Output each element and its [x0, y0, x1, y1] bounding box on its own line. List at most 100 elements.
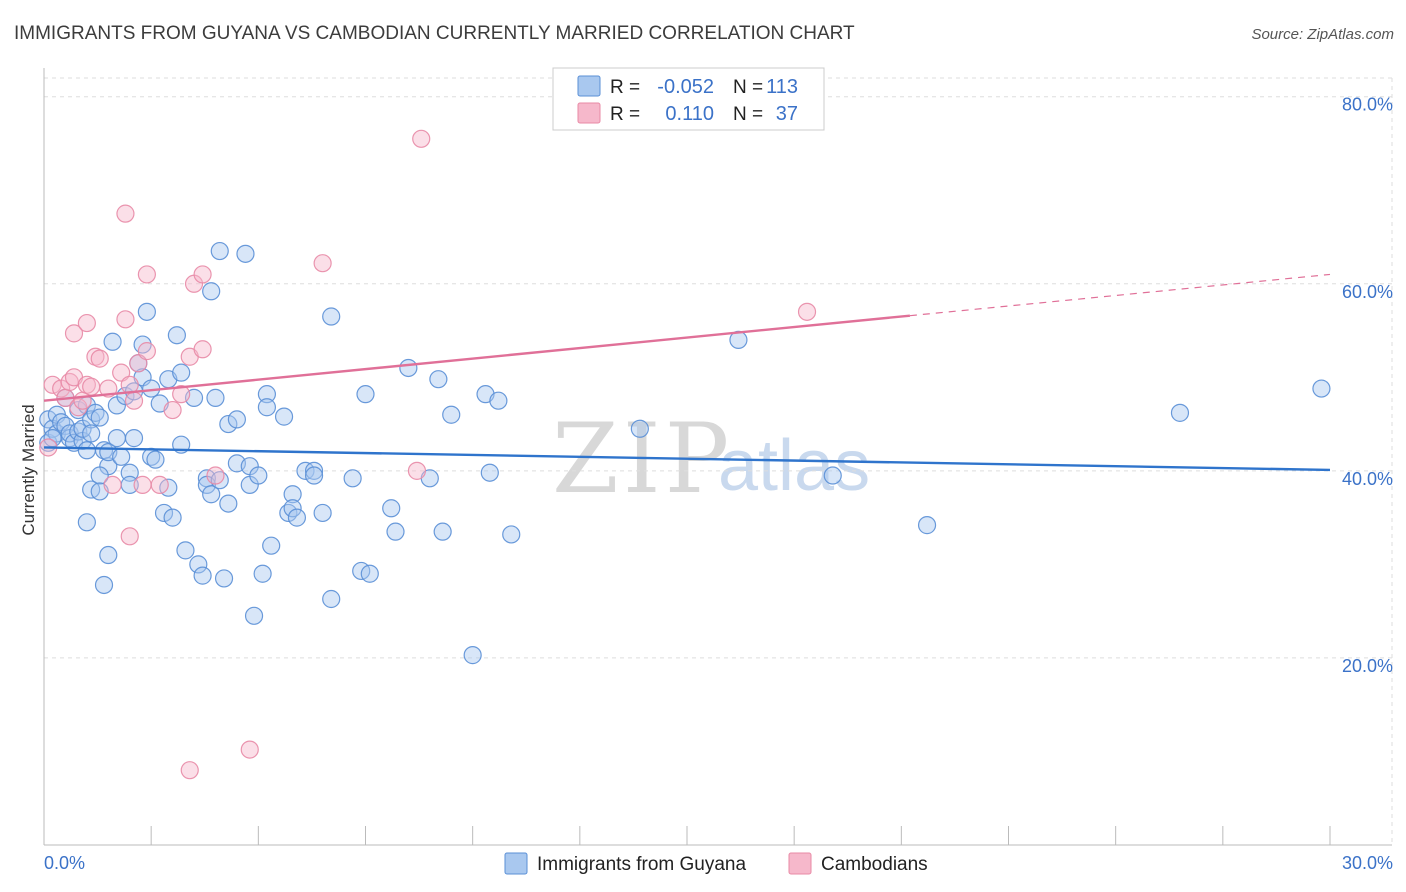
data-point [489, 391, 508, 410]
data-point [172, 363, 191, 382]
data-point [167, 326, 186, 345]
data-point [103, 332, 122, 351]
data-point [193, 265, 212, 284]
axis-layer: 20.0% 40.0% 60.0% 80.0% 0.0% 30.0% [43, 68, 1393, 873]
data-point [287, 508, 307, 527]
data-point [154, 503, 174, 523]
y-tick-label: 80.0% [1342, 95, 1393, 115]
data-point [257, 398, 277, 417]
data-point [343, 469, 362, 488]
data-point [630, 419, 649, 438]
data-point [193, 566, 212, 585]
stats-legend-swatch-guyana [577, 75, 601, 97]
data-point [116, 310, 135, 329]
data-point [283, 499, 302, 518]
data-point [463, 646, 482, 665]
data-point [823, 466, 842, 485]
data-point [206, 388, 225, 407]
data-point [274, 407, 294, 426]
data-point [180, 761, 199, 780]
data-point [103, 475, 122, 494]
data-point [77, 441, 96, 460]
data-point [124, 391, 144, 410]
data-point [94, 575, 114, 595]
series-legend-label-cambodians: Cambodians [821, 854, 928, 875]
data-point [304, 461, 324, 480]
x-tick-label-end: 30.0% [1342, 853, 1393, 873]
data-point [412, 129, 431, 148]
chart-title: IMMIGRANTS FROM GUYANA VS CAMBODIAN CURR… [14, 23, 855, 44]
data-point [227, 410, 246, 429]
data-point [429, 370, 448, 389]
data-point [90, 349, 109, 368]
data-point [1170, 403, 1190, 422]
y-tick-label: 40.0% [1342, 469, 1393, 489]
trend-layer [43, 273, 1331, 472]
watermark-atlas: atlas [718, 426, 870, 506]
data-point [90, 466, 109, 485]
series-legend: Immigrants from Guyana Cambodians [504, 852, 928, 875]
data-point [257, 385, 277, 404]
data-point [107, 429, 126, 448]
data-point [1312, 379, 1331, 398]
data-point [244, 606, 264, 625]
data-point [253, 564, 272, 583]
data-point [442, 405, 461, 424]
data-point [189, 555, 208, 574]
points-layer [39, 129, 1331, 780]
data-point [77, 513, 96, 532]
data-point [304, 466, 324, 485]
data-point [219, 414, 238, 434]
stats-legend-n-label-cambodians: N = [733, 104, 763, 125]
data-point [240, 740, 259, 759]
data-point [90, 408, 109, 427]
data-point [917, 516, 937, 535]
data-point [137, 342, 156, 361]
data-point [82, 424, 101, 443]
data-point [322, 589, 341, 609]
data-point [313, 503, 332, 523]
data-point [249, 466, 268, 485]
data-point [176, 541, 195, 560]
data-point [236, 244, 255, 263]
stats-legend-swatch-cambodians [577, 102, 601, 124]
trend-line-pink [43, 314, 911, 402]
data-point [502, 525, 521, 544]
data-point [399, 358, 418, 378]
data-point [480, 463, 499, 482]
data-point [82, 377, 101, 396]
data-point [210, 241, 229, 261]
data-point [262, 536, 281, 555]
data-point [172, 385, 191, 404]
data-point [313, 254, 332, 273]
data-point [133, 475, 152, 494]
data-point [322, 307, 341, 326]
data-point [99, 545, 118, 565]
series-legend-swatch-cambodians [788, 852, 812, 875]
trend-line-extension-pink [909, 273, 1331, 317]
data-point [150, 475, 169, 494]
x-tick-label-start: 0.0% [44, 853, 85, 873]
data-point [146, 450, 165, 469]
data-point [77, 313, 96, 333]
data-point [64, 324, 84, 343]
data-point [386, 522, 405, 541]
data-point [120, 527, 139, 546]
data-point [433, 522, 452, 541]
data-point [219, 494, 238, 513]
data-point [137, 265, 156, 284]
data-point [797, 302, 817, 321]
series-legend-label-guyana: Immigrants from Guyana [537, 854, 746, 875]
data-point [193, 340, 212, 359]
stats-legend-n-value-guyana: 113 [766, 76, 798, 98]
series-legend-swatch-guyana [504, 852, 528, 875]
y-axis-label: Currently Married [19, 404, 38, 535]
chart-source: Source: ZipAtlas.com [1251, 26, 1394, 43]
stats-legend-n-label-guyana: N = [733, 77, 763, 98]
data-point [407, 461, 427, 480]
data-point [163, 508, 182, 527]
data-point [382, 499, 401, 518]
stats-legend-r-label-guyana: R = [610, 77, 640, 98]
